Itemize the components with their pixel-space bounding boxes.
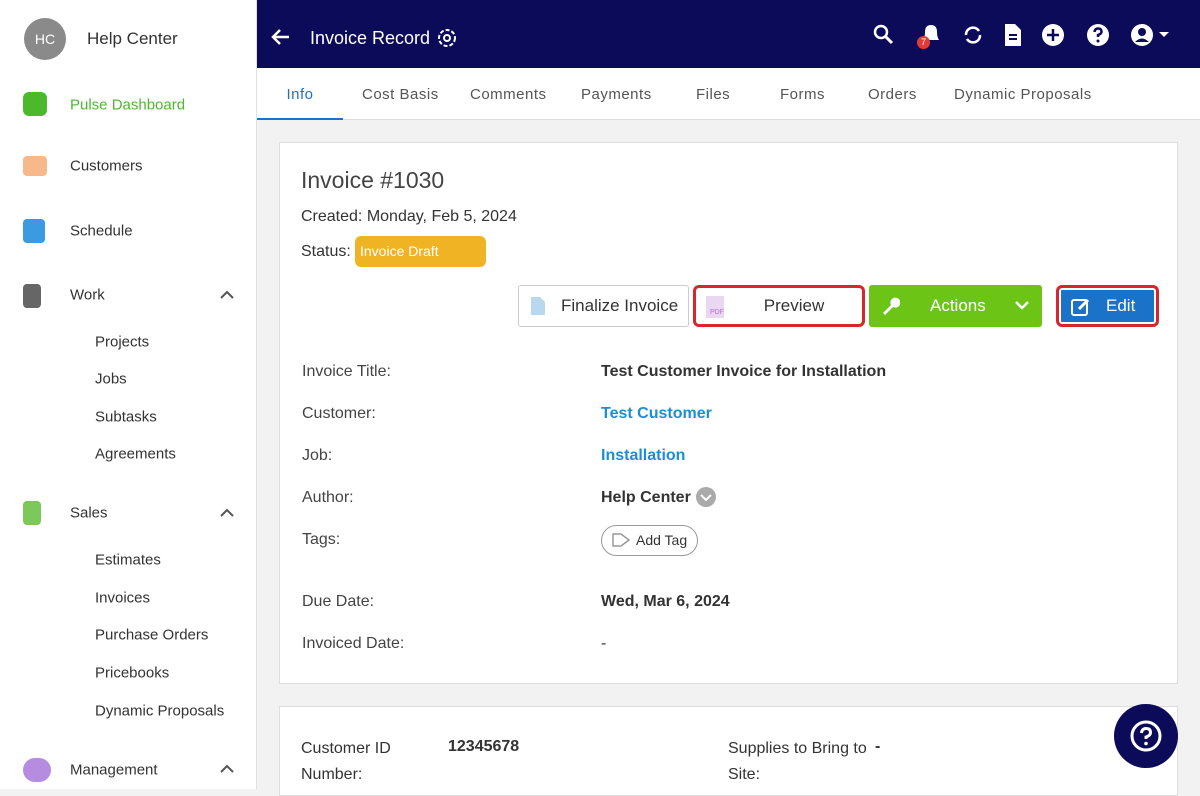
tag-icon <box>612 533 630 547</box>
nav-subitem[interactable]: Subtasks <box>95 408 157 426</box>
user-name[interactable]: Help Center <box>87 29 178 48</box>
account-menu[interactable] <box>1130 23 1170 47</box>
nav-item[interactable]: Schedule <box>70 222 133 240</box>
document-icon[interactable] <box>1003 23 1023 47</box>
preview-button[interactable]: Preview <box>693 285 865 327</box>
edit-icon <box>1071 298 1090 316</box>
nav-item[interactable]: Work <box>70 286 105 304</box>
nav-subitem[interactable]: Agreements <box>95 445 176 463</box>
field-value: - <box>875 738 881 755</box>
avatar[interactable]: HC <box>24 18 66 60</box>
field-value: - <box>601 635 607 652</box>
add-icon[interactable] <box>1041 23 1065 47</box>
nav-subitem[interactable]: Purchase Orders <box>95 626 209 644</box>
collapse-chevron[interactable] <box>219 290 235 300</box>
notification-badge: 7 <box>917 36 930 49</box>
finalize-button[interactable]: Finalize Invoice <box>518 285 689 327</box>
search-icon[interactable] <box>873 24 895 46</box>
nav-subitem[interactable]: Invoices <box>95 589 151 607</box>
actions-dropdown[interactable] <box>1014 300 1030 310</box>
management-icon <box>23 758 51 782</box>
field-label: Job: <box>302 447 333 464</box>
job-link[interactable]: Installation <box>601 447 686 464</box>
nav-subitem[interactable]: Pricebooks <box>95 664 170 682</box>
settings-icon[interactable] <box>436 27 458 49</box>
sales-icon <box>23 501 41 525</box>
tab[interactable]: Forms <box>780 86 825 103</box>
details-card: Customer ID Number: 12345678 Supplies to… <box>279 706 1178 796</box>
edit-button[interactable]: Edit <box>1056 285 1159 327</box>
field-label: Tags: <box>302 531 341 548</box>
tab[interactable]: Info <box>257 68 343 120</box>
tab[interactable]: Files <box>696 86 731 103</box>
field-value: Test Customer Invoice for Installation <box>601 363 887 380</box>
nav-subitem[interactable]: Projects <box>95 333 150 351</box>
tab[interactable]: Comments <box>470 86 547 103</box>
pdf-icon: PDF <box>706 296 724 318</box>
tab[interactable]: Cost Basis <box>362 86 439 103</box>
author-dropdown[interactable] <box>696 487 716 507</box>
tab[interactable]: Dynamic Proposals <box>954 86 1092 103</box>
field-value: Wed, Mar 6, 2024 <box>601 593 730 610</box>
invoice-heading: Invoice #1030 <box>301 167 445 193</box>
nav-item[interactable]: Pulse Dashboard <box>70 96 186 114</box>
back-button[interactable] <box>271 28 291 46</box>
nav-subitem[interactable]: Dynamic Proposals <box>95 702 225 720</box>
work-icon <box>23 284 41 308</box>
collapse-chevron[interactable] <box>219 764 235 774</box>
created-date: Created: Monday, Feb 5, 2024 <box>301 208 517 225</box>
add-tag-button[interactable]: Add Tag <box>601 525 698 556</box>
invoice-card: Invoice #1030 Created: Monday, Feb 5, 20… <box>279 142 1178 684</box>
field-label: Customer ID Number: <box>301 740 391 783</box>
nav-subitem[interactable]: Jobs <box>95 370 127 388</box>
sync-icon[interactable] <box>962 24 984 46</box>
tab[interactable]: Orders <box>868 86 917 103</box>
field-value: 12345678 <box>448 738 520 755</box>
field-label: Supplies to Bring to Site: <box>728 740 867 783</box>
field-label: Customer: <box>302 405 376 422</box>
field-value: Help Center <box>601 489 691 506</box>
status-select[interactable]: Invoice Draft <box>355 236 486 267</box>
field-label: Author: <box>302 489 354 506</box>
field-label: Invoice Title: <box>302 363 391 380</box>
nav-item[interactable]: Customers <box>70 157 143 175</box>
schedule-icon <box>23 219 45 243</box>
customer-link[interactable]: Test Customer <box>601 405 712 422</box>
sidebar: HC Help Center Pulse Dashboard Customers… <box>0 0 257 789</box>
invoice-icon <box>531 297 545 315</box>
header: Invoice Record 7 <box>257 0 1200 68</box>
nav-item[interactable]: Sales <box>70 504 108 522</box>
nav-item[interactable]: Management <box>70 761 158 779</box>
tab[interactable]: Payments <box>581 86 652 103</box>
tab-bar: Info Cost Basis Comments Payments Files … <box>257 68 1200 120</box>
page-title: Invoice Record <box>310 28 431 48</box>
field-label: Due Date: <box>302 593 375 610</box>
collapse-chevron[interactable] <box>219 508 235 518</box>
help-icon[interactable] <box>1086 23 1110 47</box>
wrench-icon <box>883 297 900 315</box>
customers-icon <box>23 156 47 176</box>
nav-subitem[interactable]: Estimates <box>95 551 161 569</box>
dashboard-icon <box>23 92 47 116</box>
status-label: Status: <box>301 243 351 260</box>
help-fab[interactable] <box>1114 704 1178 768</box>
field-label: Invoiced Date: <box>302 635 405 652</box>
